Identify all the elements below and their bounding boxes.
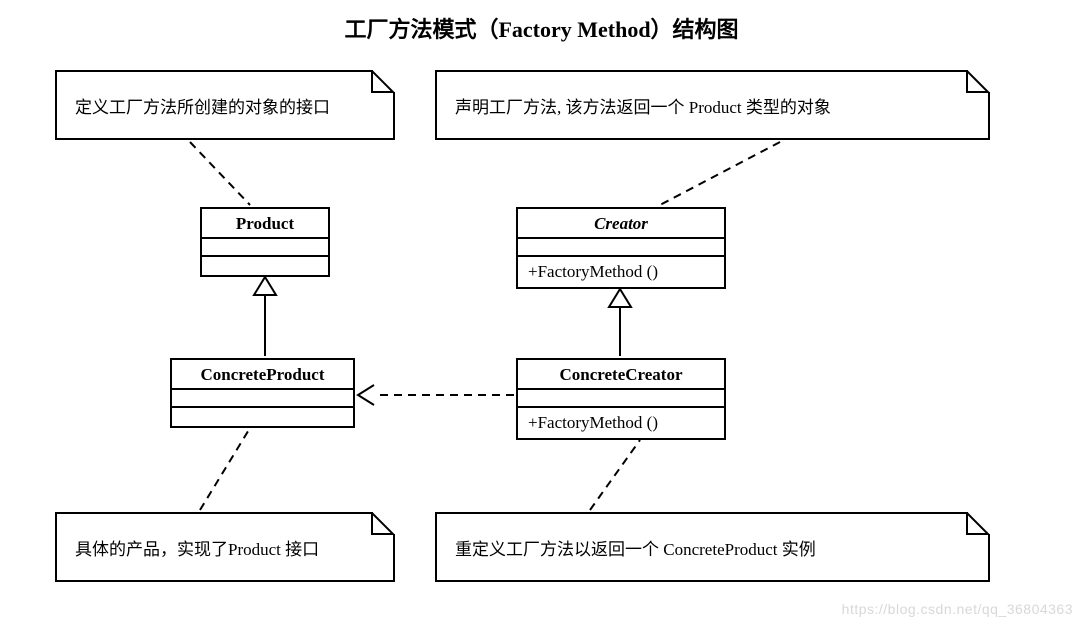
class-name: ConcreteCreator bbox=[518, 360, 724, 390]
class-concrete-creator: ConcreteCreator +FactoryMethod () bbox=[516, 358, 726, 440]
note-text: 具体的产品，实现了Product 接口 bbox=[75, 535, 319, 560]
note-text: 定义工厂方法所创建的对象的接口 bbox=[75, 93, 330, 118]
class-attributes bbox=[172, 390, 353, 408]
class-operations bbox=[202, 257, 328, 275]
class-operations: +FactoryMethod () bbox=[518, 408, 724, 438]
watermark-text: https://blog.csdn.net/qq_36804363 bbox=[842, 601, 1073, 617]
note-concrete-creator: 重定义工厂方法以返回一个 ConcreteProduct 实例 bbox=[435, 512, 990, 582]
class-name: Creator bbox=[518, 209, 724, 239]
class-creator: Creator +FactoryMethod () bbox=[516, 207, 726, 289]
note-text: 重定义工厂方法以返回一个 ConcreteProduct 实例 bbox=[455, 535, 816, 560]
class-name: ConcreteProduct bbox=[172, 360, 353, 390]
class-product: Product bbox=[200, 207, 330, 277]
class-attributes bbox=[202, 239, 328, 257]
note-product-def: 定义工厂方法所创建的对象的接口 bbox=[55, 70, 395, 140]
class-name: Product bbox=[202, 209, 328, 239]
diagram-title: 工厂方法模式（Factory Method）结构图 bbox=[0, 12, 1083, 44]
note-text: 声明工厂方法, 该方法返回一个 Product 类型的对象 bbox=[455, 93, 831, 118]
class-attributes bbox=[518, 239, 724, 257]
class-attributes bbox=[518, 390, 724, 408]
class-concrete-product: ConcreteProduct bbox=[170, 358, 355, 428]
class-operations: +FactoryMethod () bbox=[518, 257, 724, 287]
note-creator-def: 声明工厂方法, 该方法返回一个 Product 类型的对象 bbox=[435, 70, 990, 140]
note-concrete-product: 具体的产品，实现了Product 接口 bbox=[55, 512, 395, 582]
class-operations bbox=[172, 408, 353, 426]
